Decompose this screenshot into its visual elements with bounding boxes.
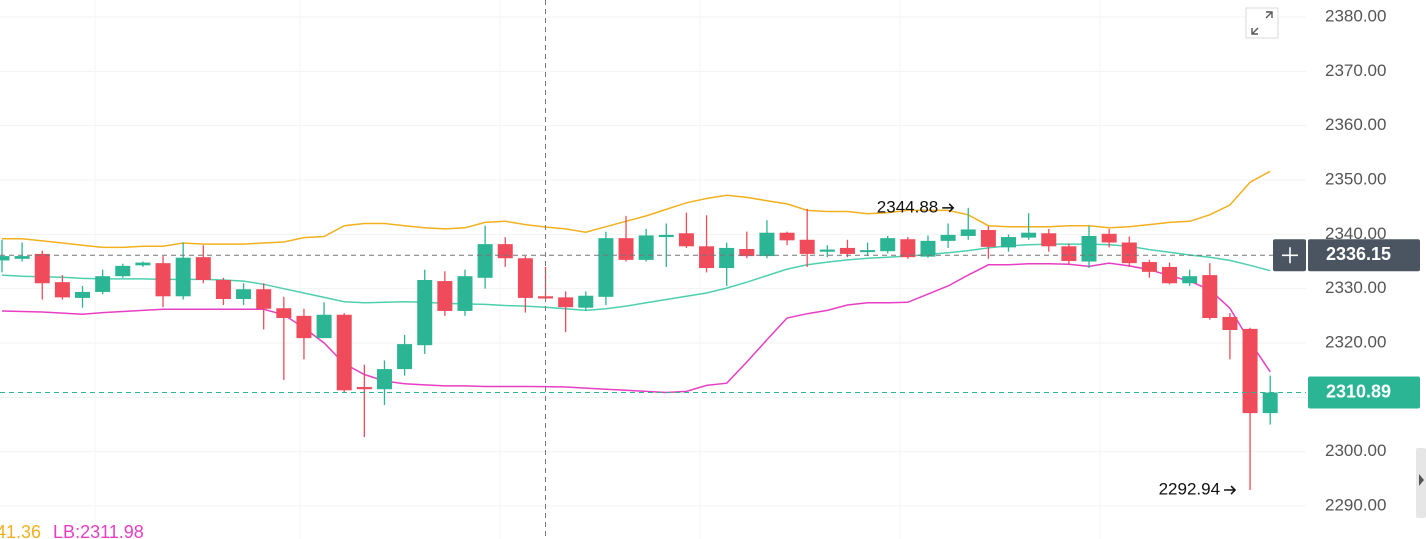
low-marker-label: 2292.94 [1159, 480, 1220, 499]
candle-body [799, 239, 815, 254]
candle-body [1262, 392, 1278, 414]
candle-body [1121, 242, 1137, 264]
expand-icon [1251, 11, 1273, 35]
candle-body [900, 239, 916, 258]
candle-body [155, 263, 171, 297]
candle-body [417, 279, 433, 346]
candle-body [336, 314, 352, 391]
candle-body [839, 247, 855, 254]
candle-body [1141, 262, 1157, 272]
candle-body [1101, 233, 1117, 243]
candle-body [880, 238, 896, 252]
candle-body [618, 238, 634, 260]
candle-body [1222, 316, 1238, 330]
y-tick-label: 2340.00 [1325, 224, 1386, 243]
y-tick-label: 2290.00 [1325, 496, 1386, 515]
high-marker-label: 2344.88 [877, 197, 938, 216]
legend-entry: LB:2311.98 [53, 522, 144, 539]
candle-body [135, 262, 151, 266]
y-tick-label: 2330.00 [1325, 278, 1386, 297]
y-tick-label: 2350.00 [1325, 169, 1386, 188]
candle-body [256, 289, 272, 309]
band-line [2, 170, 1271, 249]
candle-body [678, 233, 694, 247]
candle-body [215, 279, 231, 300]
candle-body [517, 258, 533, 298]
candle-body [296, 315, 312, 339]
last-price-label: 2310.89 [1326, 381, 1391, 401]
y-tick-label: 2380.00 [1325, 6, 1386, 25]
candle-body [1202, 275, 1218, 319]
plot-area: 2344.88 2292.94 41.36 LB:2311.98 [0, 0, 1306, 539]
candle-body [1021, 232, 1037, 238]
candle-body [920, 240, 936, 257]
candle-body [497, 244, 513, 259]
candle-body [739, 249, 755, 257]
candle-body [598, 238, 614, 297]
candle-body [115, 265, 131, 277]
low-marker-arrow [1224, 485, 1237, 495]
scroll-arrow [1419, 474, 1424, 486]
candle-body [819, 249, 835, 252]
candle-body [1081, 235, 1097, 262]
candle-body [14, 256, 30, 259]
candle-body [75, 291, 91, 298]
candle-body [195, 257, 211, 280]
candle-body [860, 250, 876, 253]
candle-body [54, 282, 70, 298]
candle-body [558, 297, 574, 308]
candle-body [779, 232, 795, 241]
y-tick-label: 2300.00 [1325, 441, 1386, 460]
scroll-tab[interactable] [1416, 448, 1426, 518]
candle-body [1162, 266, 1178, 284]
crosshair-price-box [1308, 239, 1420, 272]
candle-body [719, 247, 735, 269]
candle-body [175, 257, 191, 297]
candle-body [940, 234, 956, 241]
band-line [1, 262, 1271, 394]
candle-body [578, 295, 594, 308]
price-axis: 2380.00 2370.00 2360.00 2350.00 2340.00 2330.… [1273, 6, 1420, 515]
expand-button[interactable] [1245, 7, 1279, 39]
candle-body [376, 369, 392, 390]
y-tick-label: 2370.00 [1325, 61, 1386, 80]
last-price-box [1308, 376, 1420, 409]
candle-body [1041, 233, 1057, 247]
candle-body [980, 229, 996, 247]
candle-body [638, 235, 654, 260]
candle-body [1182, 276, 1198, 284]
candle-body [356, 387, 372, 390]
candle-body [1001, 237, 1016, 248]
y-tick-label: 2320.00 [1325, 332, 1386, 351]
candle-body [457, 276, 473, 311]
candle-body [477, 244, 493, 278]
candle-body [699, 246, 715, 269]
y-tick-label: 2360.00 [1325, 115, 1386, 134]
expand-box[interactable] [1245, 7, 1279, 39]
plus-icon [1282, 247, 1298, 264]
candle-body [276, 308, 292, 319]
candle-body [1242, 328, 1258, 414]
candle-body [95, 276, 111, 292]
candle-body [1061, 246, 1077, 261]
candle-body [0, 256, 10, 261]
candle-body [397, 344, 413, 370]
candle-body [658, 234, 674, 238]
candle-body [437, 281, 453, 311]
candle-body [316, 314, 332, 339]
candle-body [759, 232, 775, 257]
candle-body [236, 289, 252, 300]
candle-body [960, 229, 976, 236]
legend-entry: 41.36 [0, 522, 41, 539]
high-marker-arrow [942, 203, 955, 213]
band-line [1, 243, 1271, 312]
candle-body [34, 253, 50, 284]
crosshair-price-label: 2336.15 [1326, 244, 1391, 264]
